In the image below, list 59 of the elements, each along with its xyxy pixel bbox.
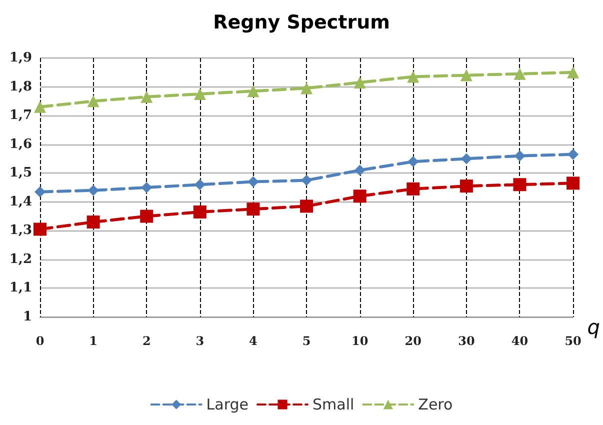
- point: [354, 76, 366, 88]
- point: [514, 68, 526, 80]
- point: [353, 190, 366, 203]
- x-tick-label: 3: [196, 334, 204, 348]
- point: [300, 200, 314, 213]
- x-axis-title: q: [587, 315, 600, 339]
- point: [87, 95, 100, 108]
- x-tick-label: 0: [36, 334, 44, 348]
- point: [407, 70, 420, 83]
- y-tick-label: 1,3: [9, 223, 32, 238]
- y-tick-label: 1,8: [9, 79, 32, 94]
- point: [568, 148, 579, 160]
- point: [140, 210, 154, 223]
- point: [34, 100, 46, 113]
- legend-label: Large: [206, 396, 249, 414]
- y-tick-label: 1: [22, 310, 32, 324]
- point: [301, 174, 312, 186]
- legend-label: Zero: [418, 396, 453, 414]
- point: [460, 69, 472, 82]
- chart-title: Regny Spectrum: [213, 12, 390, 34]
- point: [354, 164, 366, 176]
- y-tick-label: 1,2: [9, 252, 32, 267]
- x-tick-label: 30: [458, 334, 475, 348]
- y-tick-label: 1,7: [9, 108, 32, 124]
- point: [34, 186, 46, 198]
- point: [141, 182, 152, 193]
- point: [406, 182, 420, 196]
- point: [248, 176, 259, 188]
- point: [34, 222, 46, 236]
- point: [86, 216, 100, 229]
- point: [194, 88, 206, 100]
- point: [460, 180, 473, 193]
- x-tick-label: 2: [142, 334, 151, 348]
- point: [246, 202, 260, 216]
- x-tick-label: 50: [564, 334, 582, 348]
- point: [513, 178, 526, 192]
- point: [567, 66, 580, 78]
- y-tick-label: 1,1: [9, 280, 32, 296]
- point: [194, 179, 206, 190]
- point: [408, 156, 419, 168]
- point: [88, 184, 99, 196]
- point: [247, 85, 260, 98]
- legend-label: Small: [312, 396, 354, 414]
- y-tick-label: 1,6: [9, 136, 32, 152]
- point: [460, 153, 472, 164]
- y-tick-label: 1,9: [9, 50, 32, 66]
- point: [300, 82, 313, 94]
- point: [193, 205, 206, 218]
- x-tick-label: 20: [404, 334, 422, 348]
- y-tick-label: 1,5: [9, 166, 32, 181]
- point: [514, 150, 526, 162]
- y-tick-label: 1,4: [9, 194, 32, 210]
- point: [566, 176, 580, 190]
- x-tick-label: 5: [302, 334, 311, 348]
- point: [140, 90, 153, 103]
- x-tick-label: 1: [89, 334, 98, 348]
- x-tick-label: 40: [511, 334, 528, 348]
- x-tick-label: 4: [249, 334, 258, 348]
- x-tick-label: 10: [351, 334, 368, 348]
